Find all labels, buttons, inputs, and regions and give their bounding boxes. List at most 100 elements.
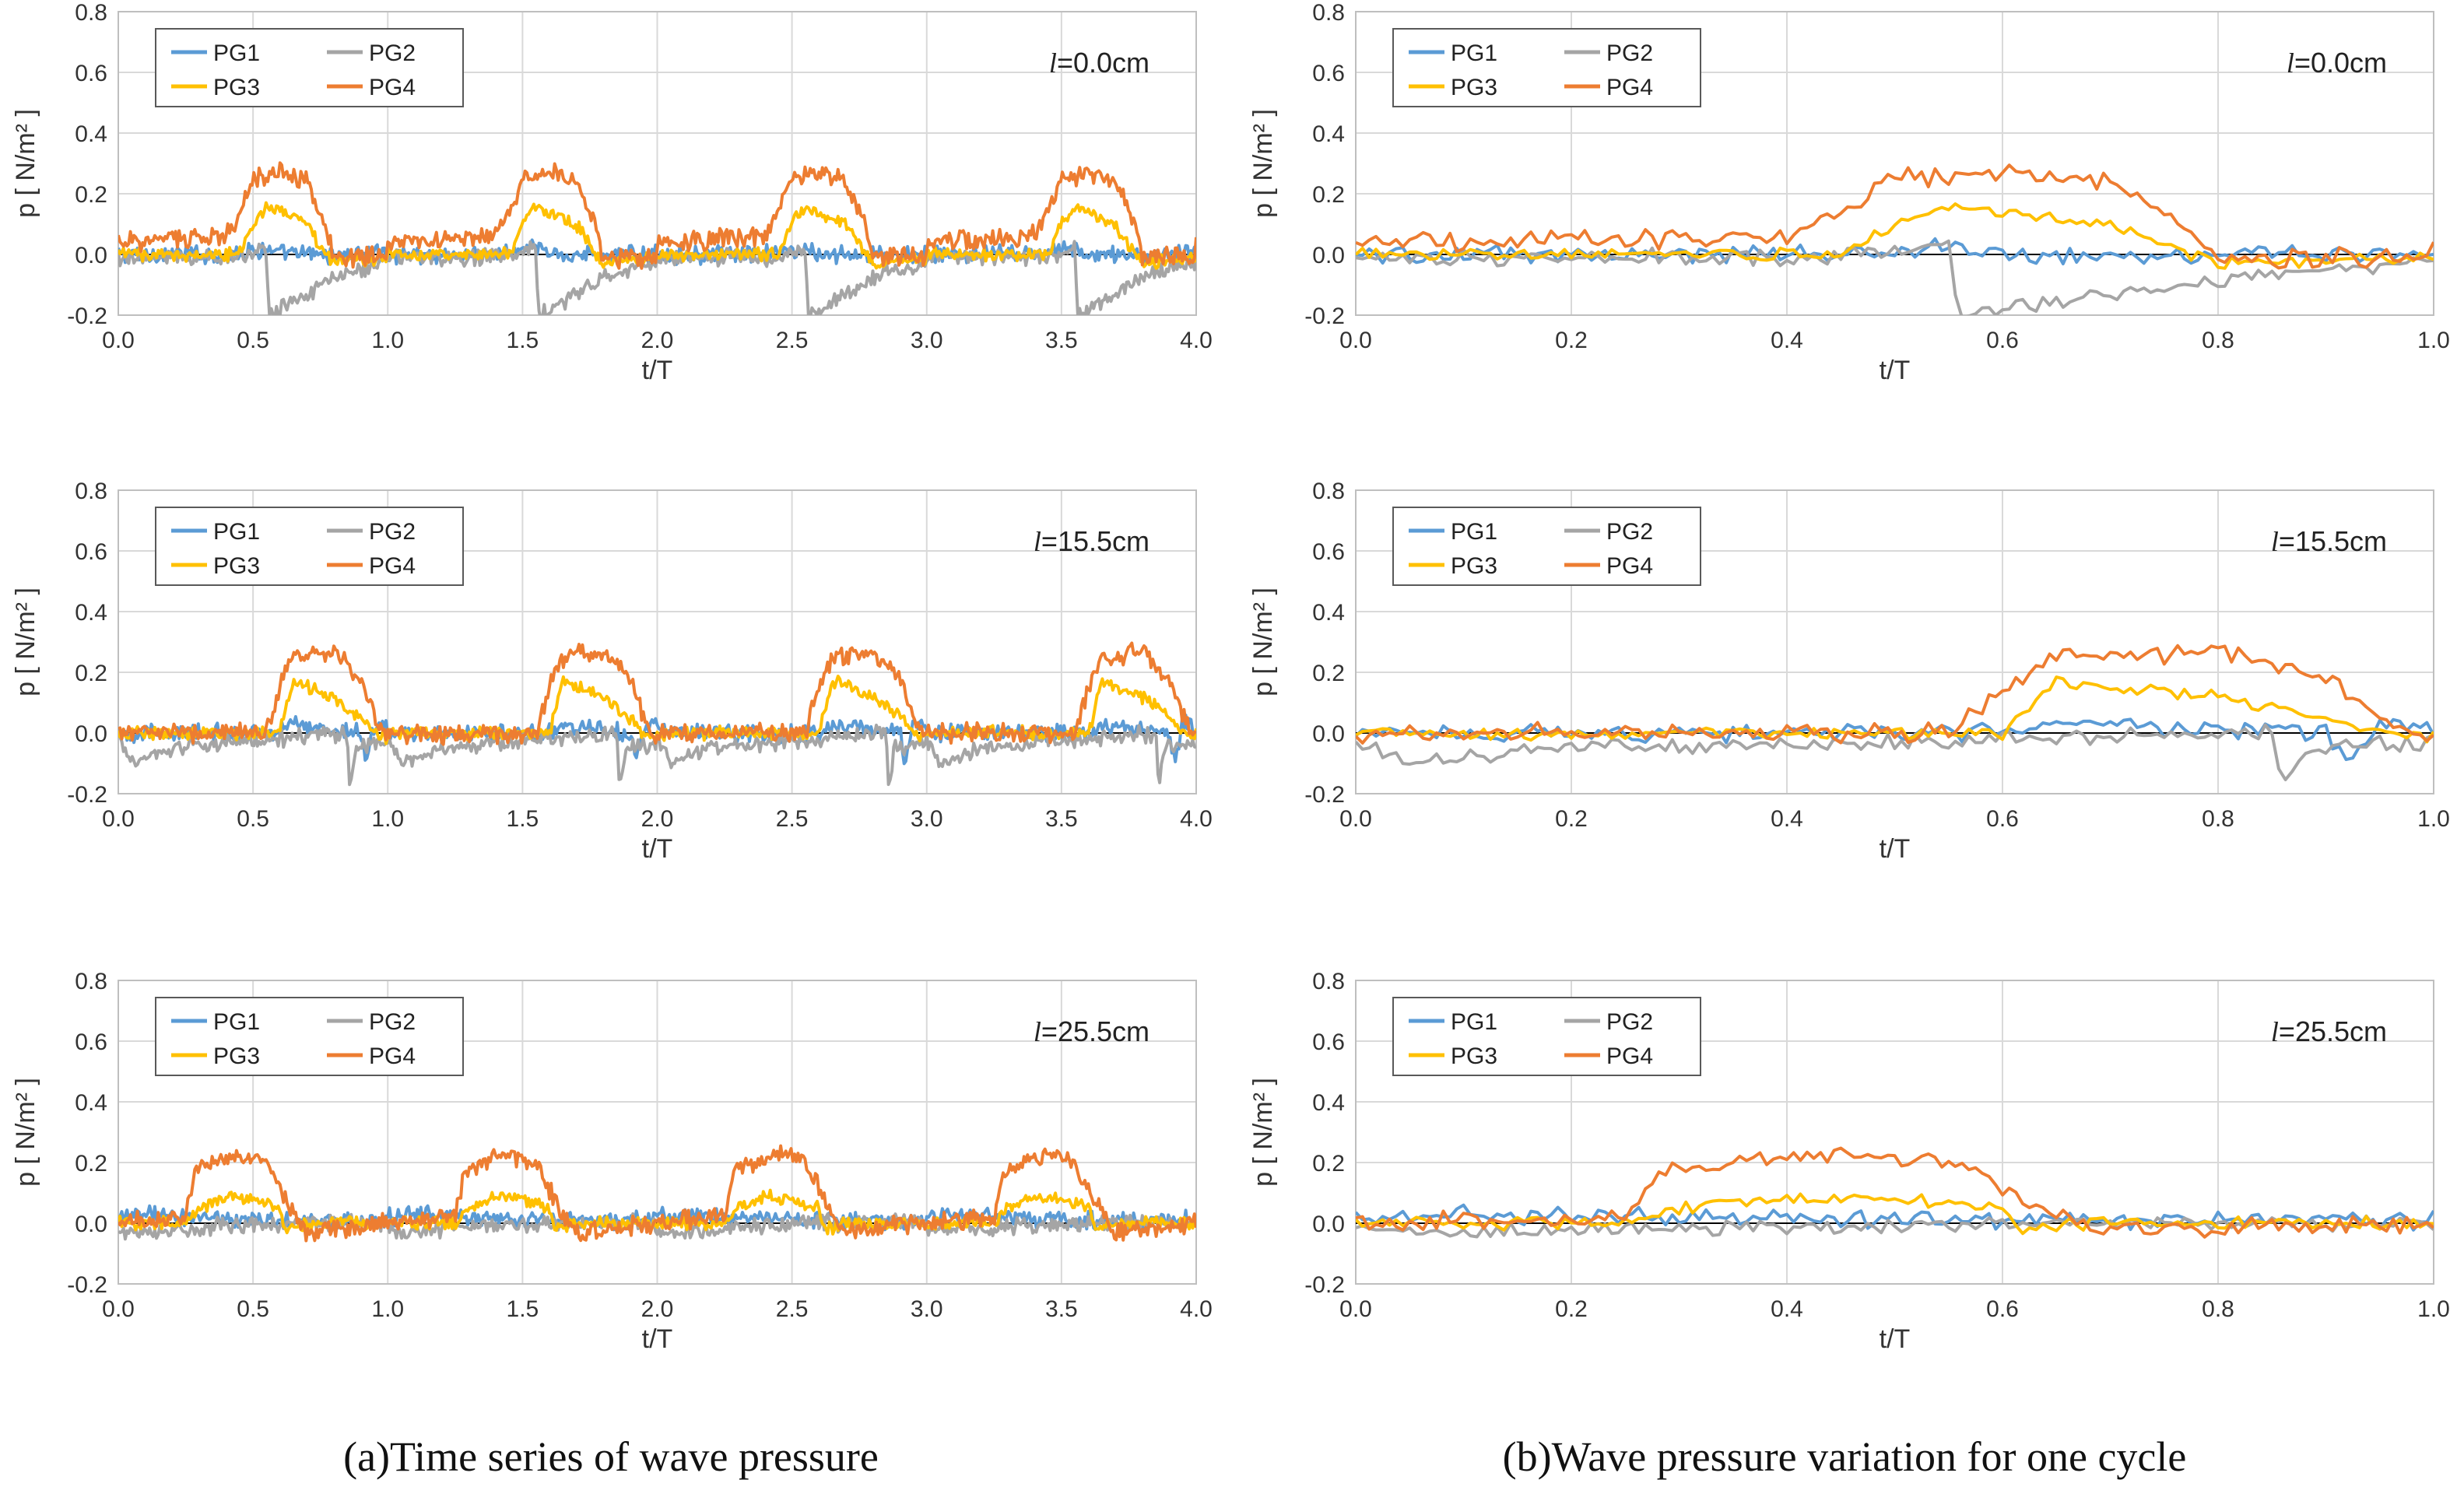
y-tick-label: 0.4	[75, 600, 107, 626]
x-tick-label: 0.0	[1339, 328, 1372, 353]
annotation-var: l	[2271, 1016, 2279, 1047]
x-axis-label: t/T	[1880, 356, 1911, 385]
y-axis-label: p [ N/m² ]	[1248, 109, 1278, 218]
legend-box	[1392, 997, 1701, 1076]
series-line-pg2	[1356, 239, 2434, 315]
series-line-pg4	[118, 161, 1196, 270]
y-axis-label: p [ N/m² ]	[11, 587, 40, 696]
panel-annotation: l=25.5cm	[1034, 1015, 1150, 1047]
annotation-value: =0.0cm	[1057, 47, 1150, 79]
y-tick-label: 0.8	[75, 969, 107, 994]
y-tick-label: 0.2	[75, 182, 107, 208]
y-tick-label: -0.2	[1304, 1272, 1345, 1298]
annotation-value: =0.0cm	[2294, 47, 2387, 79]
x-tick-label: 3.0	[911, 806, 943, 832]
legend-label-pg1: PG1	[1451, 519, 1497, 545]
annotation-var: l	[2287, 47, 2294, 79]
legend-label-pg4: PG4	[369, 553, 416, 579]
x-tick-label: 0.8	[2202, 806, 2234, 832]
legend-label-pg1: PG1	[213, 1009, 260, 1035]
chart-a-2: 0.0 0.5 1.0 1.5 2.0 2.5 3.0 3.5 4.0-0.20.00.20.4…	[11, 969, 1213, 1354]
series-line-pg4	[1356, 1146, 2434, 1239]
legend-box	[155, 997, 464, 1076]
plot-frame	[1355, 489, 2434, 794]
x-tick-label: 0.2	[1555, 1296, 1588, 1322]
series-group	[1356, 644, 2434, 781]
legend: PG1 PG2 PG3 PG4	[155, 28, 464, 107]
x-tick-label: 3.5	[1045, 806, 1078, 832]
y-tick-label: 0.8	[1312, 0, 1345, 26]
legend-label-pg3: PG3	[213, 553, 260, 579]
x-tick-label: 1.0	[2417, 1296, 2450, 1322]
legend-label-pg2: PG2	[369, 519, 416, 545]
x-tick-label: 3.0	[911, 328, 943, 353]
y-tick-label: 0.4	[1312, 1090, 1345, 1116]
x-axis-label: t/T	[1880, 834, 1911, 864]
y-tick-label: -0.2	[1304, 782, 1345, 808]
plot-frame	[1355, 980, 2434, 1285]
series-group	[118, 161, 1196, 315]
panel-annotation: l=15.5cm	[2271, 525, 2387, 557]
legend-box	[1392, 507, 1701, 586]
y-tick-label: -0.2	[1304, 303, 1345, 329]
y-axis-label: p [ N/m² ]	[11, 109, 40, 218]
series-line-pg2	[1356, 723, 2434, 781]
legend-label-pg2: PG2	[1606, 40, 1653, 66]
legend-label-pg3: PG3	[213, 1043, 260, 1069]
legend-label-pg2: PG2	[369, 1009, 416, 1035]
panel-annotation: l=0.0cm	[1049, 47, 1150, 79]
x-tick-label: 3.5	[1045, 1296, 1078, 1322]
x-axis-label: t/T	[642, 1324, 673, 1354]
chart-b-0: 0.0 0.2 0.4 0.6 0.8 1.0-0.20.00.20.40.60.8t/T…	[1248, 0, 2450, 385]
y-tick-label: 0.6	[1312, 539, 1345, 565]
x-tick-label: 0.5	[237, 806, 269, 832]
x-tick-label: 4.0	[1180, 806, 1213, 832]
series-line-pg1	[1356, 717, 2434, 762]
legend-label-pg4: PG4	[1606, 553, 1653, 579]
x-tick-label: 0.5	[237, 328, 269, 353]
y-tick-label: -0.2	[67, 782, 107, 808]
panel-annotation: l=25.5cm	[2271, 1015, 2387, 1047]
legend-box	[155, 507, 464, 586]
chart-b-1: 0.0 0.2 0.4 0.6 0.8 1.0-0.20.00.20.40.60.8t/T…	[1248, 479, 2450, 864]
x-tick-label: 1.5	[507, 806, 539, 832]
series-group	[118, 641, 1196, 787]
x-axis-label: t/T	[642, 356, 673, 385]
y-axis-label: p [ N/m² ]	[1248, 1078, 1278, 1187]
x-tick-label: 2.5	[776, 806, 809, 832]
x-tick-label: 2.0	[641, 806, 674, 832]
legend-box	[1392, 28, 1701, 107]
x-tick-label: 0.0	[102, 1296, 135, 1322]
legend: PG1 PG2 PG3 PG4	[155, 997, 464, 1076]
legend-label-pg4: PG4	[1606, 75, 1653, 100]
charts-layer: 0.0 0.5 1.0 1.5 2.0 2.5 3.0 3.5 4.0-0.20.00.20.4…	[11, 0, 2450, 1354]
legend-label-pg1: PG1	[1451, 40, 1497, 66]
x-tick-label: 0.0	[102, 806, 135, 832]
y-tick-label: 0.6	[75, 61, 107, 86]
y-tick-label: 0.0	[1312, 721, 1345, 747]
legend-label-pg2: PG2	[369, 40, 416, 66]
panel-annotation: l=0.0cm	[2287, 47, 2387, 79]
annotation-value: =25.5cm	[1041, 1015, 1150, 1047]
y-tick-label: 0.2	[1312, 182, 1345, 208]
x-tick-label: 0.6	[1986, 806, 2019, 832]
y-tick-label: 0.8	[75, 0, 107, 26]
x-tick-label: 2.0	[641, 328, 674, 353]
annotation-value: =15.5cm	[1041, 525, 1150, 557]
y-tick-label: 0.4	[1312, 600, 1345, 626]
legend: PG1 PG2 PG3 PG4	[1392, 997, 1701, 1076]
caption-right: (b)Wave pressure variation for one cycle	[1503, 1433, 2187, 1480]
y-axis-label: p [ N/m² ]	[1248, 587, 1278, 696]
y-tick-label: 0.6	[75, 1029, 107, 1055]
legend-label-pg3: PG3	[1451, 1043, 1497, 1069]
x-tick-label: 0.8	[2202, 1296, 2234, 1322]
series-line-pg3	[1356, 675, 2434, 744]
legend-label-pg3: PG3	[1451, 553, 1497, 579]
y-tick-label: -0.2	[67, 1272, 107, 1298]
x-tick-label: 1.5	[507, 328, 539, 353]
x-axis-label: t/T	[1880, 1324, 1911, 1354]
y-tick-label: 0.0	[1312, 243, 1345, 268]
series-line-pg4	[118, 641, 1196, 746]
x-tick-label: 2.5	[776, 328, 809, 353]
series-line-pg1	[1356, 1203, 2434, 1232]
